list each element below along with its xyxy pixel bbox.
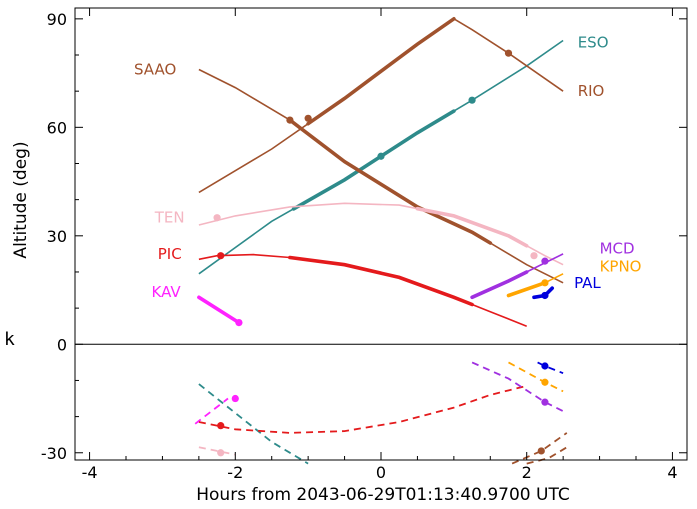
below-horizon-point-kav <box>231 394 239 403</box>
series-bold-kpno <box>506 281 547 298</box>
x-tick-label: -2 <box>227 463 243 482</box>
series-point-mcd <box>541 257 549 265</box>
below-horizon-point-pal <box>541 362 549 370</box>
below-horizon-line-kav <box>194 397 229 425</box>
series-point-rio-2 <box>304 114 312 122</box>
below-horizon-point-mcd <box>541 398 549 406</box>
x-axis-title: Hours from 2043-06-29T01:13:40.9700 UTC <box>196 485 569 505</box>
series-point-rio <box>504 49 513 57</box>
series-point-pal <box>541 291 549 300</box>
series-point-ten <box>213 214 221 222</box>
series-label-eso: ESO <box>578 33 609 51</box>
series-point-eso-2 <box>377 152 385 160</box>
series-label-kav: KAV <box>152 283 182 301</box>
series-label-pal: PAL <box>574 274 601 292</box>
x-tick-label: 2 <box>522 463 532 482</box>
below-horizon-line-ten <box>198 446 236 456</box>
dot-layer <box>213 49 549 457</box>
series-point-saao <box>286 116 294 124</box>
series-bold-mcd <box>470 270 529 300</box>
below-horizon-line-rio <box>511 432 568 465</box>
axes-layer <box>74 7 688 461</box>
series-bold-ten <box>415 206 529 248</box>
series-label-kpno: KPNO <box>600 258 642 276</box>
series-point-eso <box>468 96 476 104</box>
below-horizon-line-eso <box>198 383 309 465</box>
y-axis-title: Altitude (deg) <box>11 141 31 258</box>
series-label-pic: PIC <box>158 245 182 263</box>
below-horizon-point-saao <box>537 447 545 455</box>
series-bold-kav <box>197 295 241 325</box>
series-label-saao: SAAO <box>134 60 176 78</box>
series-bold-rio <box>306 17 456 126</box>
tick-label-layer: -4 -2 0 2 4 -30 0 30 60 90 <box>41 10 678 482</box>
below-horizon-point-kpno <box>541 378 549 386</box>
below-horizon-line-pic <box>198 385 527 434</box>
x-tick-label: 4 <box>667 463 677 482</box>
x-tick-label: 0 <box>376 463 386 482</box>
y-tick-label: 90 <box>47 10 67 29</box>
y-tick-label: 0 <box>57 335 67 354</box>
x-tick-label: -4 <box>82 463 98 482</box>
below-horizon-line-saao <box>526 446 568 465</box>
y-tick-label: 60 <box>47 118 67 137</box>
series-label-ten: TEN <box>154 209 185 227</box>
series-layer <box>197 17 564 327</box>
side-character: k <box>4 329 15 350</box>
series-bold-pic <box>288 255 474 307</box>
series-bold-saao <box>288 118 493 245</box>
below-horizon-point-ten <box>217 449 225 457</box>
below-horizon-line-mcd <box>471 361 568 414</box>
series-label-mcd: MCD <box>600 239 635 257</box>
series-point-kav <box>235 318 243 327</box>
below-horizon-point-pic <box>217 422 225 430</box>
series-line-ten <box>198 202 564 266</box>
series-point-ten-2 <box>530 252 538 260</box>
y-tick-label: 30 <box>47 227 67 246</box>
series-label-rio: RIO <box>578 82 605 100</box>
y-tick-label: -30 <box>41 444 67 463</box>
series-point-pic <box>217 252 225 260</box>
below-horizon-line-pal <box>537 361 564 375</box>
series-point-kpno <box>541 279 549 287</box>
